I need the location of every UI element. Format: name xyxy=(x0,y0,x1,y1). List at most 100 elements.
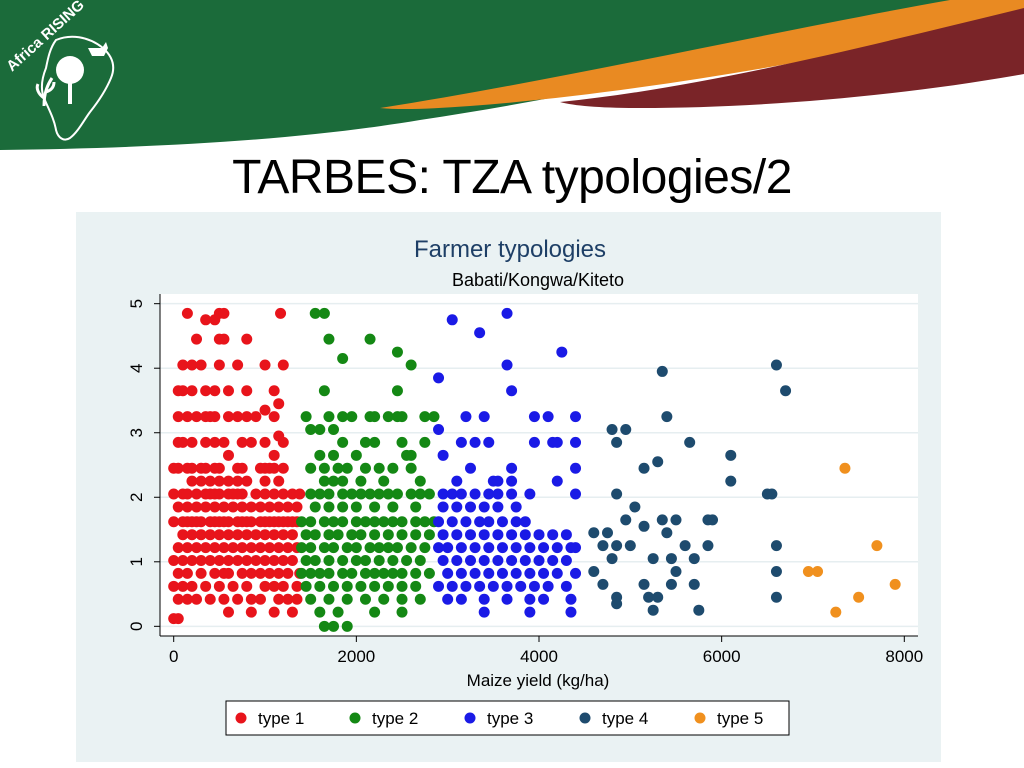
data-point-type-1 xyxy=(200,501,212,513)
data-point-type-2 xyxy=(346,411,358,423)
data-point-type-2 xyxy=(314,424,326,436)
data-point-type-4 xyxy=(766,488,778,500)
data-point-type-1 xyxy=(191,501,203,513)
data-point-type-2 xyxy=(323,567,335,579)
data-point-type-3 xyxy=(506,488,518,500)
data-point-type-1 xyxy=(218,307,230,319)
legend-item-type-3: type 3 xyxy=(464,709,533,728)
data-point-type-2 xyxy=(369,516,381,528)
banner-orange-swoosh xyxy=(380,0,1024,110)
data-point-type-2 xyxy=(405,542,417,554)
data-point-type-1 xyxy=(259,555,271,567)
data-point-type-1 xyxy=(277,436,289,448)
data-point-type-2 xyxy=(305,567,317,579)
data-point-type-4 xyxy=(647,553,659,565)
data-point-type-2 xyxy=(337,516,349,528)
data-point-type-2 xyxy=(410,580,422,592)
data-point-type-2 xyxy=(350,516,362,528)
data-point-type-1 xyxy=(177,580,189,592)
data-point-type-1 xyxy=(282,501,294,513)
x-tick-label: 4000 xyxy=(520,647,558,666)
data-point-type-2 xyxy=(309,307,321,319)
data-point-type-1 xyxy=(191,593,203,605)
data-point-type-1 xyxy=(213,529,225,541)
data-point-type-1 xyxy=(277,359,289,371)
data-point-type-3 xyxy=(483,542,495,554)
data-point-type-2 xyxy=(332,606,344,618)
data-point-type-3 xyxy=(446,314,458,326)
data-point-type-2 xyxy=(341,593,353,605)
africa-outline-icon xyxy=(40,35,115,141)
data-point-type-4 xyxy=(643,591,655,603)
data-point-type-1 xyxy=(222,516,234,528)
data-point-type-2 xyxy=(346,529,358,541)
data-point-type-1 xyxy=(213,488,225,500)
data-point-type-2 xyxy=(350,555,362,567)
data-point-type-4 xyxy=(588,527,600,539)
data-point-type-3 xyxy=(469,488,481,500)
data-point-type-2 xyxy=(405,462,417,474)
data-point-type-3 xyxy=(433,542,445,554)
scatter-chart: Farmer typologies Babati/Kongwa/Kiteto 0… xyxy=(127,236,923,736)
data-point-type-3 xyxy=(455,436,467,448)
data-point-type-3 xyxy=(528,580,540,592)
data-point-type-3 xyxy=(510,501,522,513)
data-point-type-2 xyxy=(405,488,417,500)
data-point-type-1 xyxy=(191,542,203,554)
data-point-type-1 xyxy=(218,542,230,554)
data-point-type-1 xyxy=(268,411,280,423)
data-point-type-1 xyxy=(232,359,244,371)
data-point-type-4 xyxy=(693,604,705,616)
data-point-type-1 xyxy=(254,593,266,605)
data-point-type-3 xyxy=(528,411,540,423)
data-point-type-3 xyxy=(478,501,490,513)
data-point-type-2 xyxy=(305,516,317,528)
data-point-type-2 xyxy=(391,542,403,554)
data-point-type-1 xyxy=(236,436,248,448)
data-point-type-2 xyxy=(387,567,399,579)
data-point-type-2 xyxy=(423,529,435,541)
axes: 0 1 2 3 4 5 0 2000 4000 6000 8000 xyxy=(127,294,923,666)
data-point-type-1 xyxy=(286,555,298,567)
chart-title: Farmer typologies xyxy=(414,236,606,263)
data-point-type-3 xyxy=(496,567,508,579)
data-point-type-2 xyxy=(323,555,335,567)
data-point-type-1 xyxy=(268,385,280,397)
data-point-type-4 xyxy=(684,436,696,448)
data-point-type-1 xyxy=(241,333,253,345)
data-point-type-4 xyxy=(629,501,641,513)
data-point-type-3 xyxy=(437,488,449,500)
data-point-type-1 xyxy=(209,411,221,423)
data-point-type-1 xyxy=(259,580,271,592)
data-point-type-3 xyxy=(533,555,545,567)
data-point-type-2 xyxy=(318,620,330,632)
data-point-type-3 xyxy=(483,567,495,579)
data-point-type-5 xyxy=(802,565,814,577)
data-point-type-3 xyxy=(560,580,572,592)
data-point-type-1 xyxy=(172,542,184,554)
data-point-type-3 xyxy=(501,307,513,319)
data-point-type-1 xyxy=(191,488,203,500)
data-point-type-2 xyxy=(337,411,349,423)
data-point-type-2 xyxy=(364,333,376,345)
data-point-type-1 xyxy=(204,593,216,605)
data-point-type-3 xyxy=(451,475,463,487)
data-point-type-2 xyxy=(314,567,326,579)
data-point-type-1 xyxy=(168,516,180,528)
data-point-type-1 xyxy=(195,516,207,528)
data-point-type-2 xyxy=(401,555,413,567)
data-point-type-2 xyxy=(359,593,371,605)
data-point-type-1 xyxy=(245,516,257,528)
data-point-type-1 xyxy=(250,555,262,567)
banner-maroon-swoosh xyxy=(560,8,1024,108)
data-point-type-2 xyxy=(382,411,394,423)
data-point-type-2 xyxy=(318,385,330,397)
data-point-type-1 xyxy=(291,501,303,513)
data-point-type-1 xyxy=(227,580,239,592)
data-point-type-4 xyxy=(770,565,782,577)
data-point-type-2 xyxy=(382,580,394,592)
data-point-type-3 xyxy=(433,372,445,384)
data-point-type-2 xyxy=(328,475,340,487)
data-point-type-3 xyxy=(524,606,536,618)
data-point-type-1 xyxy=(241,475,253,487)
